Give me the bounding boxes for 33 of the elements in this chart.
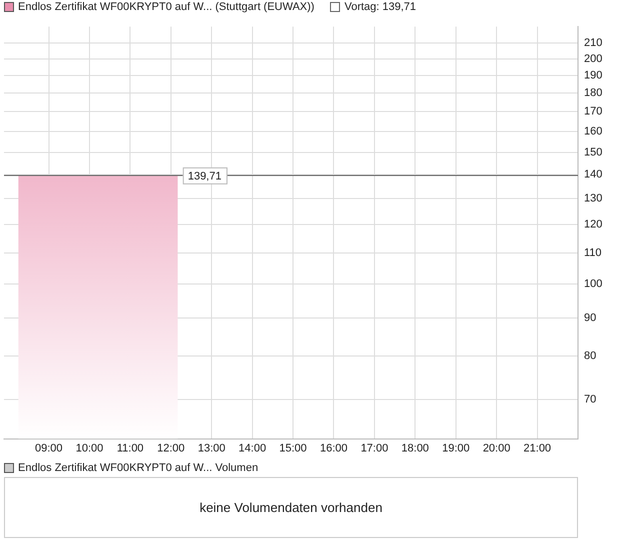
y-tick-label: 210 — [584, 37, 602, 50]
y-tick-label: 130 — [584, 192, 602, 205]
y-tick-label: 200 — [584, 53, 602, 66]
y-tick-label: 80 — [584, 350, 596, 362]
x-tick-label: 13:00 — [198, 442, 226, 454]
x-tick-label: 18:00 — [401, 442, 429, 454]
y-tick-label: 110 — [584, 246, 602, 259]
x-tick-label: 11:00 — [116, 442, 144, 454]
x-tick-label: 16:00 — [320, 442, 348, 454]
text: Endlos Zertifikat WF00KRYPT0 auf W... Volumen — [18, 462, 258, 474]
y-tick-label: 120 — [584, 218, 602, 231]
y-tick-label: 90 — [584, 312, 596, 324]
x-tick-label: 21:00 — [524, 442, 552, 454]
x-tick-label: 15:00 — [279, 442, 307, 454]
y-tick-label: 140 — [584, 168, 602, 181]
legend-label: Vortag: 139,71 — [344, 1, 416, 13]
y-tick-label: 170 — [584, 106, 602, 118]
x-tick-label: 10:00 — [76, 442, 104, 454]
x-tick-label: 20:00 — [482, 442, 510, 454]
text: keine Volumendaten vorhanden — [200, 500, 382, 515]
y-tick-label: 180 — [584, 87, 602, 100]
y-tick-label: 160 — [584, 125, 602, 138]
x-tick-label: 09:00 — [35, 442, 63, 454]
legend-label: Endlos Zertifikat WF00KRYPT0 auf W... (Stuttgart (EUWAX)) — [18, 1, 314, 13]
x-tick-label: 17:00 — [360, 442, 388, 454]
x-tick-label: 12:00 — [157, 442, 185, 454]
x-tick-label: 14:00 — [238, 442, 266, 454]
annotation: 139,71 — [188, 170, 222, 182]
y-tick-label: 150 — [584, 146, 602, 158]
y-tick-label: 190 — [584, 70, 602, 82]
y-tick-label: 70 — [584, 393, 596, 406]
x-tick-label: 19:00 — [442, 442, 470, 454]
y-tick-label: 100 — [584, 278, 602, 290]
